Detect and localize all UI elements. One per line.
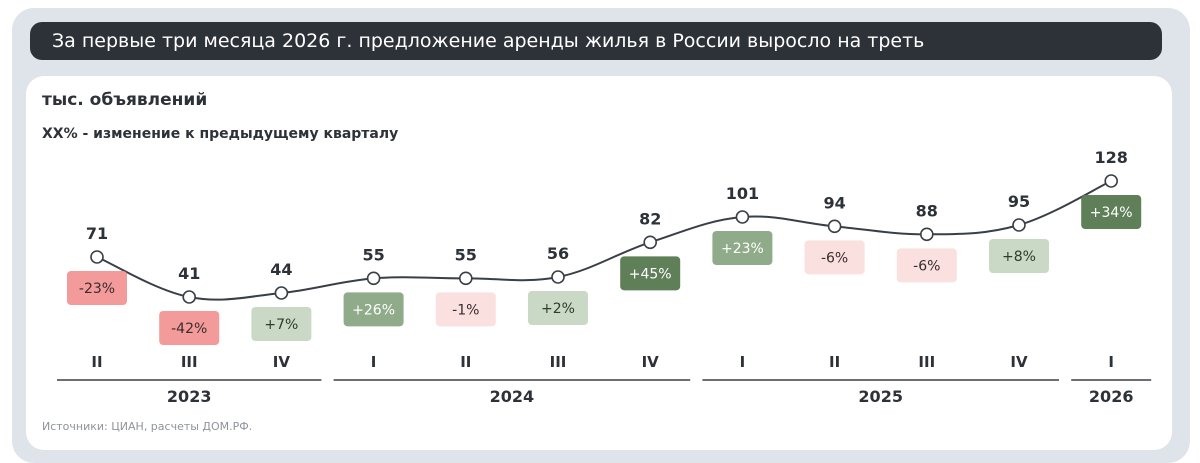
change-label: +7% [264, 317, 298, 333]
data-point [1012, 218, 1026, 232]
change-badge [712, 231, 773, 265]
quarter-label: II [91, 353, 102, 371]
change-label: +2% [541, 301, 575, 317]
data-point [90, 250, 104, 264]
quarter-label: III [918, 353, 935, 371]
unit-label: тыс. объявлений [42, 90, 208, 110]
series-line [96, 180, 1112, 301]
data-point [551, 270, 565, 284]
change-badge [67, 271, 127, 305]
change-label: -1% [452, 302, 479, 318]
data-point [1104, 174, 1118, 188]
change-badge [251, 307, 312, 341]
value-label: 82 [639, 209, 661, 228]
year-label: 2023 [167, 387, 212, 406]
value-label: 94 [823, 193, 845, 212]
source-note: Источники: ЦИАН, расчеты ДОМ.РФ. [42, 420, 253, 433]
data-point [274, 286, 289, 300]
change-badge [896, 248, 957, 283]
change-badge [528, 291, 588, 325]
data-point [182, 290, 196, 304]
value-label: 95 [1008, 192, 1030, 211]
value-label: 41 [178, 264, 200, 283]
value-label: 55 [455, 245, 477, 264]
data-point [735, 210, 750, 224]
change-badge [435, 292, 496, 327]
change-label: -6% [913, 258, 940, 274]
quarter-label: IV [1010, 353, 1028, 371]
value-label: 88 [916, 201, 938, 220]
value-label: 55 [362, 245, 384, 264]
chart-title-banner: За первые три месяца 2026 г. предложение… [30, 22, 1162, 60]
change-badge [159, 311, 220, 345]
quarter-label: III [550, 353, 567, 371]
data-point [827, 219, 842, 234]
quarter-label: I [1108, 353, 1114, 371]
change-label: +26% [352, 302, 395, 318]
year-label: 2025 [858, 387, 903, 406]
value-label: 71 [86, 224, 108, 243]
change-badge [1081, 195, 1142, 229]
change-badge [804, 240, 865, 275]
year-label: 2026 [1089, 387, 1134, 406]
quarter-label: IV [273, 353, 291, 371]
value-label: 44 [270, 260, 292, 279]
quarter-label: II [460, 353, 471, 371]
change-label: -42% [171, 321, 207, 337]
quarter-label: II [829, 353, 840, 371]
data-point [643, 235, 658, 250]
value-label: 56 [547, 244, 569, 263]
data-point [919, 227, 934, 242]
change-label: -23% [79, 281, 115, 297]
change-badge [989, 239, 1049, 273]
quarter-label: I [740, 353, 746, 371]
change-label: +34% [1090, 205, 1133, 221]
year-label: 2024 [490, 387, 535, 406]
quarter-label: I [371, 353, 377, 371]
quarter-label: IV [642, 353, 660, 371]
change-label: +45% [629, 266, 672, 282]
value-label: 128 [1094, 148, 1127, 167]
change-badge [343, 292, 404, 327]
data-point [458, 271, 473, 286]
value-label: 101 [726, 184, 759, 203]
quarter-label: III [181, 353, 198, 371]
change-badge [620, 256, 681, 291]
change-note: XX% - изменение к предыдущему кварталу [42, 126, 399, 142]
change-label: +8% [1002, 249, 1036, 265]
change-label: -6% [821, 250, 848, 266]
data-point [366, 271, 381, 286]
change-label: +23% [721, 241, 764, 257]
